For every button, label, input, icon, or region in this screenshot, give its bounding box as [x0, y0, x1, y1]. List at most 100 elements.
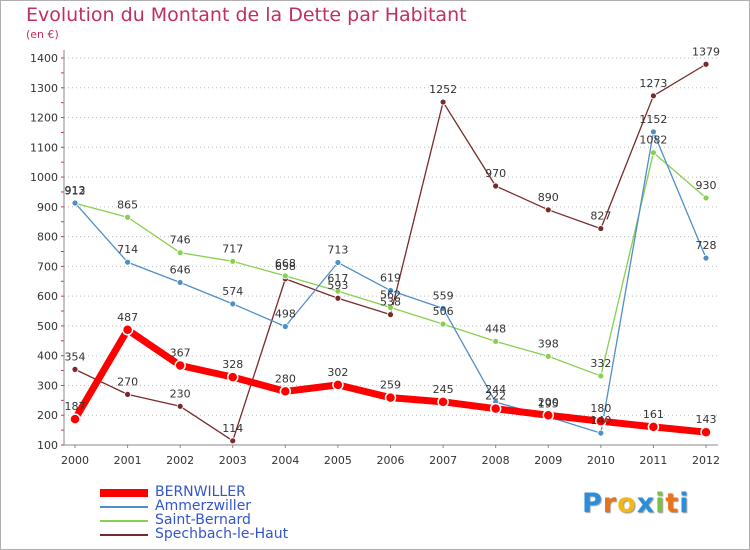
data-point: [176, 279, 184, 286]
legend-swatch: [100, 489, 148, 497]
x-tick-label: 2006: [377, 454, 405, 467]
y-tick-label: 1100: [30, 141, 58, 154]
data-point: [492, 182, 500, 190]
data-label: 200: [538, 396, 559, 409]
data-point: [71, 199, 79, 207]
data-label: 140: [590, 414, 611, 427]
data-point: [176, 402, 184, 410]
data-label: 161: [643, 408, 664, 421]
data-point: [650, 92, 657, 100]
x-tick-label: 2004: [271, 454, 299, 467]
data-point: [437, 396, 449, 408]
data-point: [650, 128, 657, 136]
legend-label: BERNWILLER: [155, 484, 246, 500]
data-point: [387, 311, 394, 319]
data-label: 302: [327, 366, 348, 379]
y-tick-label: 1300: [30, 82, 58, 95]
data-point: [229, 437, 237, 445]
data-label: 913: [65, 184, 86, 197]
data-labels: 187 487 367 328 280 302 259 245 222 200 180 161 143 9…: [65, 45, 721, 435]
data-point: [597, 225, 605, 232]
logo-letter: t: [665, 488, 680, 519]
data-label: 658: [275, 260, 296, 273]
data-label: 354: [65, 350, 86, 363]
data-point: [334, 294, 342, 302]
data-label: 970: [485, 167, 506, 180]
data-point: [702, 60, 710, 68]
data-label: 487: [117, 311, 138, 324]
y-tick-label: 200: [37, 409, 58, 422]
series-layer: [69, 60, 712, 445]
data-label: 717: [222, 242, 243, 255]
data-label: 114: [222, 422, 243, 435]
data-label: 668: [275, 257, 296, 270]
y-tick-label: 100: [37, 439, 58, 452]
data-point: [542, 409, 554, 421]
x-tick-label: 2012: [692, 454, 720, 467]
x-tick-label: 2005: [324, 454, 352, 467]
legend-label: Ammerzwiller: [155, 498, 252, 514]
data-label: 1152: [639, 113, 667, 126]
data-point: [281, 323, 289, 330]
data-point: [124, 390, 131, 398]
line-chart: 100 200 300 400 500 600 700 800 900 1000 1100 1200 1…: [30, 45, 721, 467]
data-label: 328: [222, 358, 243, 371]
data-label: 827: [590, 210, 611, 223]
data-label: 222: [485, 390, 506, 403]
data-label: 617: [327, 272, 348, 285]
y-tick-label: 300: [37, 379, 58, 392]
data-point: [334, 259, 342, 266]
data-point: [597, 429, 605, 437]
legend-swatch: [100, 534, 148, 536]
data-label: 646: [170, 263, 191, 276]
data-point: [332, 379, 344, 391]
data-point: [229, 300, 237, 308]
legend-label: Spechbach-le-Haut: [155, 526, 289, 542]
axes: 100 200 300 400 500 600 700 800 900 1000 1100 1200 1…: [30, 50, 720, 467]
data-label: 912: [65, 184, 86, 197]
data-label: 332: [590, 357, 611, 370]
data-point: [334, 287, 342, 295]
x-tick-label: 2011: [639, 454, 667, 467]
y-tick-label: 1000: [30, 171, 58, 184]
data-point: [384, 391, 397, 404]
x-tick-label: 2003: [219, 454, 247, 467]
data-label: 448: [485, 322, 506, 335]
proxiti-logo: Proxiti: [582, 488, 690, 519]
data-point: [702, 254, 710, 262]
data-label: 559: [433, 289, 454, 302]
data-label: 713: [327, 244, 348, 257]
data-point: [281, 272, 289, 280]
data-label: 1082: [639, 134, 667, 147]
logo-letter: i: [655, 488, 666, 519]
x-tick-label: 2001: [114, 454, 142, 467]
data-point: [229, 257, 237, 265]
data-point: [71, 365, 79, 373]
chart-title: Evolution du Montant de la Dette par Hab…: [26, 4, 467, 26]
legend-item: BERNWILLER: [100, 484, 360, 500]
legend-label: Saint-Bernard: [155, 512, 251, 528]
legend-item: Ammerzwiller: [100, 498, 360, 514]
chart-unit: (en €): [26, 28, 59, 41]
data-point: [279, 385, 292, 398]
y-tick-label: 700: [37, 260, 58, 273]
data-label: 245: [433, 383, 454, 396]
x-tick-label: 2002: [166, 454, 194, 467]
data-label: 506: [433, 305, 454, 318]
y-tick-label: 1400: [30, 52, 58, 65]
data-point: [69, 413, 81, 425]
x-tick-label: 2009: [534, 454, 562, 467]
data-point: [650, 149, 657, 157]
data-label: 930: [696, 179, 717, 192]
data-label: 180: [590, 402, 611, 415]
logo-letter: P: [582, 488, 603, 519]
data-label: 244: [485, 383, 506, 396]
data-point: [647, 421, 660, 433]
data-label: 593: [327, 279, 348, 292]
y-tick-label: 400: [37, 350, 58, 363]
data-point: [124, 213, 131, 221]
data-label: 280: [275, 372, 296, 385]
data-label: 562: [380, 288, 401, 301]
x-tick-label: 2008: [482, 454, 510, 467]
data-label: 1252: [429, 83, 457, 96]
